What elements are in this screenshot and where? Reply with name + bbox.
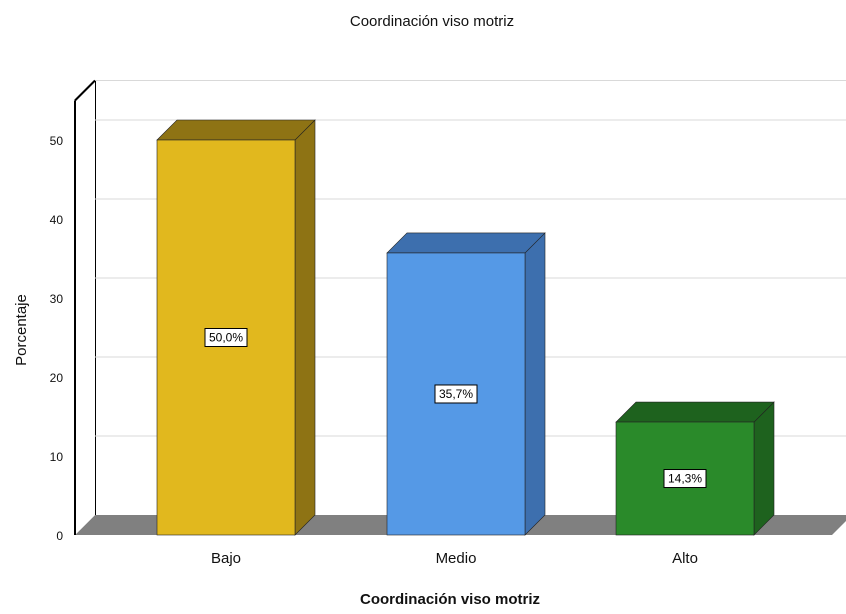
bar-side bbox=[294, 119, 316, 536]
x-tick-label: Bajo bbox=[211, 550, 241, 567]
y-tick-label: 0 bbox=[56, 529, 63, 543]
bar-top bbox=[156, 119, 316, 141]
y-tick-label: 10 bbox=[50, 450, 64, 464]
x-tick-label: Alto bbox=[672, 550, 698, 567]
data-label: 35,7% bbox=[439, 387, 473, 401]
data-label-box bbox=[204, 328, 248, 347]
data-label: 50,0% bbox=[209, 331, 243, 345]
y-axis-label: Porcentaje bbox=[13, 294, 30, 366]
left-wall bbox=[75, 80, 95, 535]
x-axis-label: Coordinación viso motriz bbox=[360, 591, 540, 608]
y-axis-top bbox=[74, 79, 96, 102]
x-tick-label: Medio bbox=[436, 550, 477, 567]
data-label-box bbox=[434, 384, 478, 404]
bar-top bbox=[615, 401, 775, 423]
chart-title: Coordinación viso motriz bbox=[350, 13, 514, 30]
bar-side bbox=[753, 401, 775, 536]
y-tick-label: 20 bbox=[50, 371, 64, 385]
bar-side bbox=[524, 232, 546, 536]
data-label-box bbox=[663, 469, 707, 489]
y-tick-label: 50 bbox=[50, 134, 64, 148]
data-label: 14,3% bbox=[668, 472, 702, 486]
bar-top bbox=[386, 232, 546, 254]
y-tick-label: 40 bbox=[50, 213, 64, 227]
y-tick-label: 30 bbox=[50, 292, 64, 306]
